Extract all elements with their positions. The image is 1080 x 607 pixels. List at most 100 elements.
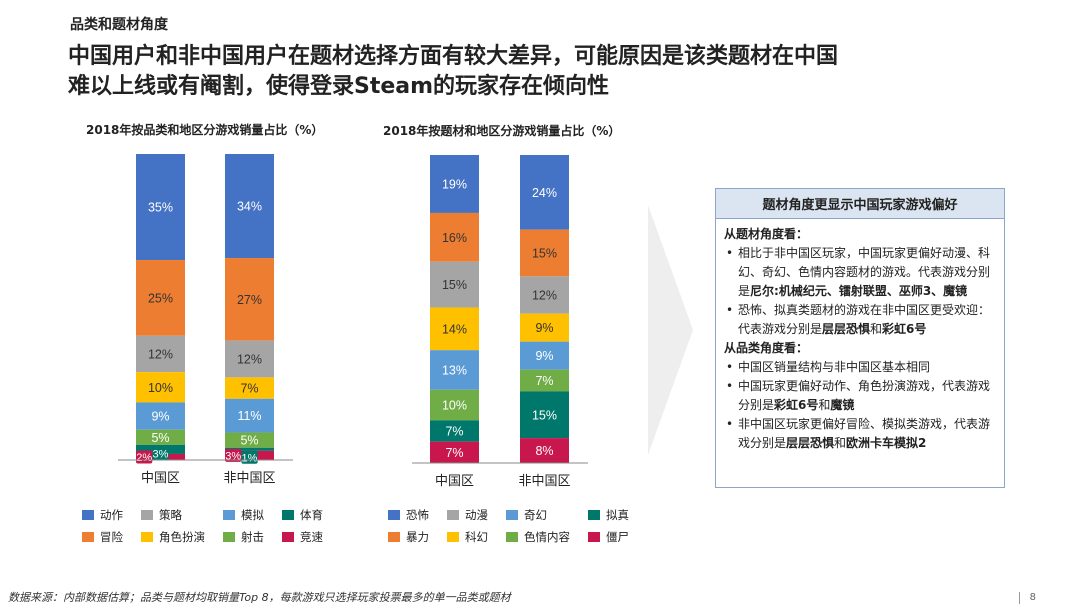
insight-bullet: 非中国区玩家更偏好冒险、模拟类游戏，代表游戏分别是层层恐惧和欧洲卡车模拟2 (724, 415, 996, 453)
data-label: 9% (535, 321, 553, 335)
legend-label: 动作 (100, 508, 123, 522)
data-label: 3% (153, 448, 169, 460)
data-label: 35% (148, 201, 173, 215)
legend-swatch (388, 532, 400, 542)
data-label: 7% (445, 446, 463, 460)
data-label: 10% (442, 399, 467, 413)
legend-item: 僵尸 (588, 529, 629, 545)
legend-swatch (447, 510, 459, 520)
data-label: 24% (532, 186, 557, 200)
chevron-arrow-icon (648, 205, 693, 455)
insight-heading-category: 从品类角度看： (724, 341, 809, 355)
bar-segment (225, 432, 274, 448)
legend-swatch (506, 532, 518, 542)
legend-item: 恐怖 (388, 507, 429, 523)
page-title: 中国用户和非中国用户在题材选择方面有较大差异，可能原因是该类题材在中国 难以上线… (68, 42, 1028, 102)
bar-segment (430, 155, 479, 213)
bar-segment (430, 212, 479, 262)
insight-bullet: 中国玩家更偏好动作、角色扮演游戏，代表游戏分别是彩虹6号和魔镜 (724, 377, 996, 415)
legend-label: 模拟 (241, 508, 264, 522)
bar-segment (520, 438, 569, 463)
bar-segment (430, 441, 479, 463)
data-label: 5% (240, 434, 258, 448)
legend-item: 暴力 (388, 529, 429, 545)
legend-label: 暴力 (406, 530, 429, 544)
data-label: 1% (242, 452, 258, 464)
legend-item: 冒险 (82, 529, 123, 545)
bar-segment (225, 377, 274, 399)
legend-item: 动漫 (447, 507, 488, 523)
insight-bullet: 中国区销量结构与非中国区基本相同 (724, 358, 996, 377)
title-line-2: 难以上线或有阉割，使得登录Steam的玩家存在倾向性 (68, 74, 610, 99)
bar-segment (225, 447, 274, 451)
bar-segment (136, 260, 185, 336)
data-label: 11% (237, 409, 261, 423)
data-label: 12% (237, 353, 262, 367)
bar-segment (520, 155, 569, 230)
bar-segment (520, 341, 569, 370)
legend-label: 拟真 (606, 508, 629, 522)
data-label: 25% (148, 291, 173, 305)
legend-label: 体育 (300, 508, 323, 522)
legend-label: 策略 (159, 508, 182, 522)
bar-segment (430, 389, 479, 421)
legend-swatch (141, 510, 153, 520)
legend-item: 竞速 (282, 529, 323, 545)
bar-segment (225, 340, 274, 378)
legend-item: 动作 (82, 507, 123, 523)
chart-title-category: 2018年按品类和地区分游戏销量占比（%） (86, 123, 324, 137)
legend-swatch (506, 510, 518, 520)
bar-segment (520, 369, 569, 392)
legend-item: 色情内容 (506, 529, 570, 545)
data-label: 12% (532, 289, 557, 303)
legend-swatch (223, 532, 235, 542)
legend-swatch (82, 510, 94, 520)
page-number: 8 (1029, 592, 1036, 603)
legend-label: 奇幻 (524, 508, 547, 522)
data-label: 9% (151, 410, 169, 424)
legend-item: 角色扮演 (141, 529, 205, 545)
bar-segment (225, 398, 274, 433)
data-label: 15% (532, 247, 557, 261)
chart-title-theme: 2018年按题材和地区分游戏销量占比（%） (383, 124, 621, 138)
bar-segment (225, 258, 274, 341)
legend-item: 模拟 (223, 507, 264, 523)
legend-swatch (588, 510, 600, 520)
bar-segment (430, 261, 479, 308)
legend-category: 动作 策略 模拟 体育冒险 角色扮演 射击 竞速 (82, 507, 323, 545)
insight-bullet: 相比于非中国区玩家，中国玩家更偏好动漫、科幻、奇幻、色情内容题材的游戏。代表游戏… (724, 244, 996, 301)
bar-segment (520, 313, 569, 342)
data-label: 12% (148, 347, 173, 361)
data-label: 15% (442, 278, 467, 292)
legend-item: 策略 (141, 507, 205, 523)
insight-box-title: 题材角度更显示中国玩家游戏偏好 (716, 189, 1004, 219)
data-label: 27% (237, 293, 262, 307)
data-label-badge (241, 450, 258, 464)
legend-label: 射击 (241, 530, 264, 544)
legend-label: 冒险 (100, 530, 123, 544)
data-label: 15% (532, 408, 557, 422)
data-label: 3% (225, 450, 241, 462)
legend-item: 射击 (223, 529, 264, 545)
source-note: 数据来源：内部数据估算；品类与题材均取销量Top 8，每款游戏只选择玩家投票最多… (8, 591, 511, 604)
bar-segment (136, 429, 185, 445)
legend-swatch (588, 532, 600, 542)
legend-label: 恐怖 (406, 508, 429, 522)
legend-swatch (82, 532, 94, 542)
data-label-badge (225, 448, 242, 462)
legend-item: 奇幻 (506, 507, 570, 523)
data-label: 5% (151, 431, 169, 445)
data-label: 10% (148, 381, 173, 395)
page-divider (1019, 592, 1020, 604)
legend-label: 竞速 (300, 530, 323, 544)
category-tick-label: 非中国区 (223, 471, 275, 486)
legend-label: 角色扮演 (159, 530, 205, 544)
data-label: 13% (442, 363, 467, 377)
insight-bullet: 恐怖、拟真类题材的游戏在非中国区更受欢迎：代表游戏分别是层层恐惧和彩虹6号 (724, 301, 996, 339)
legend-swatch (388, 510, 400, 520)
legend-label: 科幻 (465, 530, 488, 544)
insight-heading-theme: 从题材角度看： (724, 227, 809, 241)
legend-theme: 恐怖 动漫 奇幻 拟真暴力 科幻 色情内容 僵尸 (388, 507, 629, 545)
bar-segment (430, 420, 479, 442)
